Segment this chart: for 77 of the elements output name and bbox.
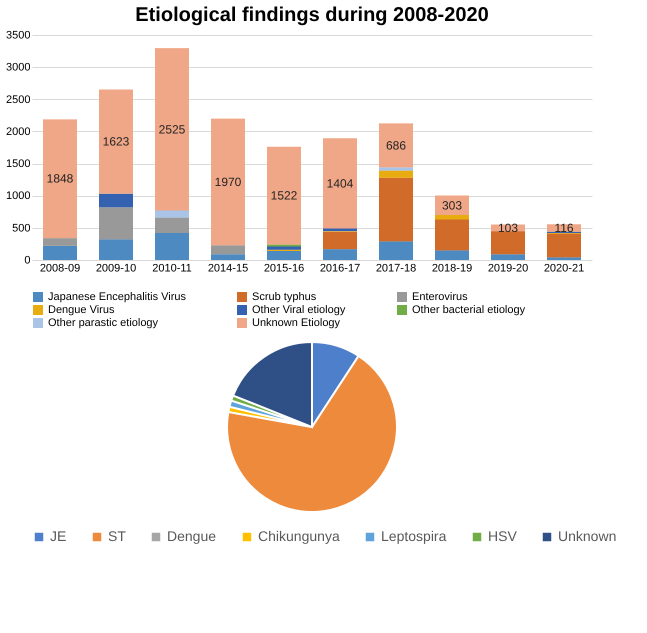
bar xyxy=(155,218,189,233)
bar xyxy=(547,234,581,258)
legend-label: HSV xyxy=(488,528,518,544)
legend-label: Enterovirus xyxy=(412,291,468,303)
y-tick-label: 2500 xyxy=(6,94,30,106)
x-tick-label: 2019-20 xyxy=(488,262,528,274)
bar xyxy=(43,119,77,238)
bar xyxy=(267,146,301,245)
bar xyxy=(267,246,301,250)
bar xyxy=(379,167,413,171)
bar xyxy=(211,118,245,246)
x-tick-label: 2015-16 xyxy=(264,262,304,274)
bar xyxy=(491,231,525,254)
bar xyxy=(323,232,357,250)
bar xyxy=(435,220,469,250)
x-tick-label: 2017-18 xyxy=(376,262,416,274)
bar xyxy=(379,123,413,168)
legend-label: Scrub typhus xyxy=(252,291,317,303)
bar xyxy=(267,251,301,260)
legend-label: Dengue Virus xyxy=(48,304,115,316)
bar xyxy=(379,170,413,178)
bar xyxy=(435,250,469,260)
y-tick-label: 3500 xyxy=(6,30,30,42)
bar xyxy=(379,241,413,260)
legend-label: Unknown Etiology xyxy=(252,317,341,329)
y-tick-label: 3000 xyxy=(6,62,30,74)
legend-label: Other bacterial etiology xyxy=(412,304,526,316)
legend-label: ST xyxy=(108,528,126,544)
legend-label: Dengue xyxy=(167,528,216,544)
data-label: 2525 xyxy=(158,122,186,136)
x-tick-label: 2016-17 xyxy=(320,262,360,274)
data-label: 303 xyxy=(442,198,462,212)
x-tick-label: 2020-21 xyxy=(544,262,584,274)
legend-label: JE xyxy=(50,528,66,544)
legend-label: Unknown xyxy=(558,528,616,544)
bar xyxy=(323,228,357,232)
legend-label: Leptospira xyxy=(381,528,447,544)
data-label: 1522 xyxy=(270,188,298,203)
y-tick-label: 2000 xyxy=(6,126,30,138)
legend-label: Japanese Encephalitis Virus xyxy=(48,291,186,303)
bar xyxy=(323,249,357,260)
bar xyxy=(491,254,525,260)
bar xyxy=(155,48,189,210)
y-tick-label: 1500 xyxy=(6,158,30,170)
bar xyxy=(323,138,357,228)
data-label: 1970 xyxy=(214,174,242,189)
bar xyxy=(211,245,245,254)
data-label: 103 xyxy=(498,220,518,235)
x-tick-label: 2018-19 xyxy=(432,262,472,274)
bar xyxy=(155,210,189,218)
x-tick-label: 2008-09 xyxy=(40,262,80,274)
data-label: 686 xyxy=(386,138,406,152)
bar xyxy=(99,194,133,208)
data-label: 1404 xyxy=(326,176,354,190)
chart-title: Etiological findings during 2008-2020 xyxy=(135,4,489,26)
x-tick-label: 2010-11 xyxy=(152,262,192,274)
data-label: 116 xyxy=(554,220,574,235)
y-tick-label: 1000 xyxy=(6,190,30,202)
x-tick-label: 2014-15 xyxy=(208,262,248,274)
bar xyxy=(43,246,77,260)
bar xyxy=(211,254,245,260)
legend-label: Other Viral etiology xyxy=(252,304,346,316)
bar xyxy=(99,239,133,260)
bar xyxy=(99,89,133,194)
bar xyxy=(379,178,413,242)
legend-label: Chikungunya xyxy=(258,528,340,544)
y-tick-label: 500 xyxy=(12,222,30,234)
y-tick-label: 0 xyxy=(24,254,30,266)
data-label: 1848 xyxy=(46,172,74,186)
x-tick-label: 2009-10 xyxy=(96,262,136,274)
data-label: 1623 xyxy=(102,134,130,149)
bar xyxy=(547,257,581,260)
legend-label: Other parastic etiology xyxy=(48,317,159,329)
bar xyxy=(43,238,77,246)
bar xyxy=(435,215,469,220)
bar xyxy=(99,207,133,240)
bar xyxy=(155,233,189,260)
